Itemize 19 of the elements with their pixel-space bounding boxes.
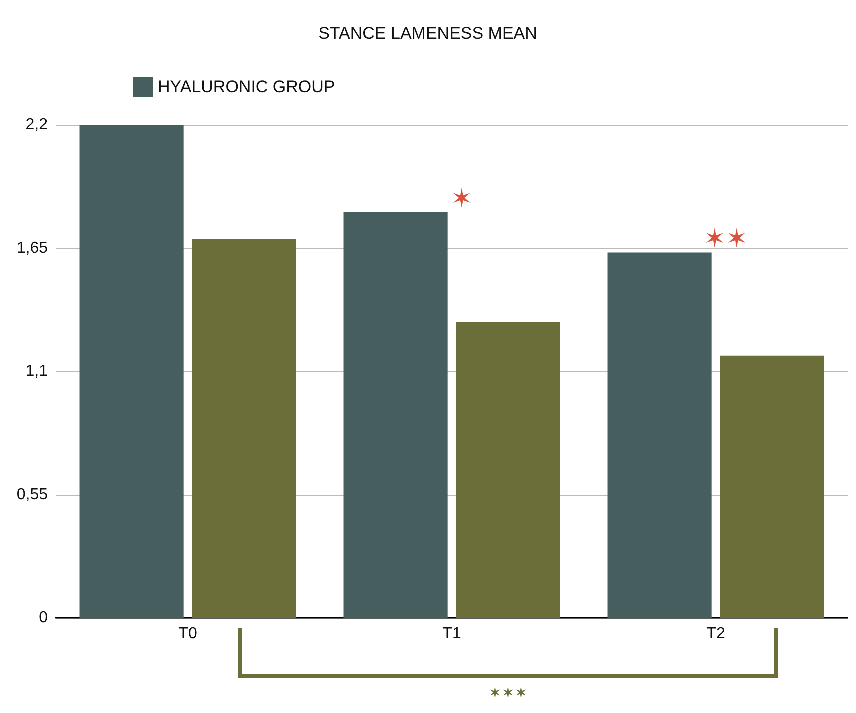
y-tick-label: 1,1 xyxy=(26,363,48,380)
y-tick-label: 1,65 xyxy=(16,240,48,257)
annotation: ✶✶ xyxy=(704,224,748,254)
bar xyxy=(80,125,184,618)
y-tick-label: 0 xyxy=(39,610,48,626)
x-tick-label: T0 xyxy=(178,626,198,642)
bar xyxy=(608,252,712,618)
legend-label: HYALURONIC GROUP xyxy=(158,78,336,96)
bar xyxy=(720,356,824,618)
bar xyxy=(192,239,296,618)
bar xyxy=(456,322,560,618)
annotation: ✶ xyxy=(451,183,473,214)
y-tick-label: 0,55 xyxy=(16,486,48,504)
text: ✶✶✶ xyxy=(488,686,528,702)
bar xyxy=(344,212,448,618)
x-tick-label: T1 xyxy=(442,626,462,642)
x-tick-label: T2 xyxy=(706,626,726,642)
chart-title: STANCE LAMENESS MEAN xyxy=(318,24,538,43)
y-tick-label: 2,2 xyxy=(26,116,48,134)
